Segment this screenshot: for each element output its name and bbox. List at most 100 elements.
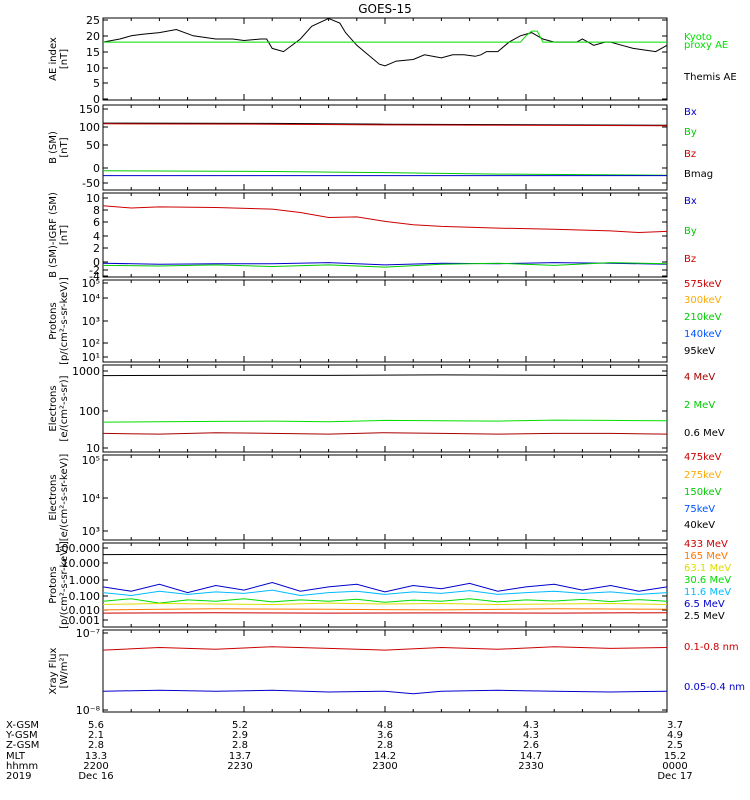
axis-table-cell: 4.3 [523, 720, 539, 731]
axis-table-cell: 2300 [372, 761, 397, 772]
axis-table-cell: 13.7 [229, 751, 251, 762]
y-tick-label: 0.100 [69, 590, 101, 603]
series-line [102, 17, 668, 67]
panel-frame [102, 279, 668, 363]
y-tick-label: 10.000 [62, 557, 101, 570]
y-axis-label: [e/(cm²-s-sr)] [59, 375, 70, 441]
panel-frame [102, 629, 668, 713]
y-tick-label: 10² [82, 337, 100, 350]
legend-entry: 210keV [684, 312, 722, 323]
legend-entry: 0.6 MeV [684, 428, 725, 439]
legend-entry: By [684, 127, 697, 138]
legend-entry: 0.1-0.8 nm [684, 642, 739, 653]
axis-table-cell: 2.8 [377, 740, 393, 751]
legend-entry: 150keV [684, 487, 722, 498]
y-tick-label: 2 [93, 242, 100, 255]
legend-entry: 4 MeV [684, 372, 715, 383]
axis-table-cell: 2.8 [232, 740, 248, 751]
legend-entry: 95keV [684, 346, 715, 357]
series-line [102, 581, 668, 594]
series-line [102, 419, 668, 423]
axis-table-cell: 0000 [662, 761, 687, 772]
series-line [102, 123, 668, 127]
y-tick-label: 10³ [82, 315, 100, 328]
axis-table-cell: 4.9 [667, 730, 683, 741]
legend-entry: 2.5 MeV [684, 611, 725, 622]
y-tick-label: 10 [86, 62, 100, 75]
y-axis-label: AE index [48, 37, 59, 81]
legend-entry: 6.5 MeV [684, 599, 725, 610]
axis-row-label: MLT [6, 751, 26, 762]
axis-row-label: X-GSM [6, 720, 39, 731]
y-tick-label: 10³ [82, 525, 100, 538]
panel-5: Electrons [e/(cm²-s-sr)]1000 100 10 4 MeV 2 M… [48, 364, 725, 455]
legend-entry: By [684, 226, 697, 237]
y-tick-label: 15 [86, 46, 100, 59]
panel-frame [102, 454, 668, 541]
axis-table-cell: 2.6 [523, 740, 539, 751]
series-line [103, 30, 667, 43]
legend-entry: 275keV [684, 470, 722, 481]
series-line [102, 170, 668, 176]
legend-entry: 63.1 MeV [684, 563, 731, 574]
series-line [102, 589, 668, 597]
panel-8: Xray Flux [W/m²] 10⁻⁷ 10⁻⁸ 0.1-0.8 nm 0.05-0.… [48, 627, 745, 717]
axis-table-cell: 2330 [518, 761, 543, 772]
series-line [102, 374, 668, 377]
y-axis-label: [nT] [59, 225, 70, 245]
axis-table-cell: 2.5 [667, 740, 683, 751]
y-tick-label: 0 [93, 162, 100, 175]
y-axis-label: B (SM)-IGRF (SM) [48, 192, 59, 278]
legend-entry: 165 MeV [684, 551, 728, 562]
legend-entry: Bz [684, 149, 696, 160]
legend-entry: Bmag [684, 169, 713, 180]
y-tick-label: -4 [89, 270, 100, 283]
y-tick-label: 10⁴ [82, 292, 101, 305]
panel-frame [102, 364, 668, 453]
y-tick-label: 10⁻⁸ [76, 704, 101, 717]
y-tick-label: 10⁵ [82, 454, 100, 467]
y-tick-label: 100 [79, 121, 100, 134]
axis-table-cell: 14.7 [520, 751, 542, 762]
axis-table-cell: 2.8 [88, 740, 104, 751]
y-axis-label: [nT] [59, 49, 70, 69]
y-tick-label: 25 [86, 14, 100, 27]
y-tick-label: 150 [79, 103, 100, 116]
y-axis-label: [W/m²] [59, 653, 70, 688]
legend-entry: Bz [684, 254, 696, 265]
series-line [102, 689, 668, 695]
panel-4: Protons [p/(cm²-s-sr-keV)] 10⁵ 10⁴ 10³ 10²10¹… [48, 277, 722, 365]
legend-entry: 75keV [684, 504, 715, 515]
axis-table-cell: 3.7 [667, 720, 683, 731]
panel-frame [102, 17, 668, 101]
legend-entry: 0.05-0.4 nm [684, 682, 745, 693]
axis-table-cell: 14.2 [374, 751, 396, 762]
series-line [102, 608, 668, 611]
legend-entry: Kyoto [684, 32, 712, 43]
y-axis-label: Xray Flux [48, 647, 59, 694]
legend-entry: 11.6 MeV [684, 587, 731, 598]
y-tick-label: 10⁻⁷ [76, 627, 100, 640]
y-tick-label: -50 [82, 177, 100, 190]
y-axis-label: [p/(cm²-s-sr-keV)] [59, 277, 70, 365]
legend-entry: 300keV [684, 295, 722, 306]
legend-entry: proxy AE [684, 40, 728, 51]
y-tick-label: 0.010 [69, 604, 101, 617]
legend-entry: 30.6 MeV [684, 575, 731, 586]
y-tick-label: 10⁵ [82, 277, 100, 290]
y-tick-label: -2 [89, 264, 100, 277]
y-tick-label: 100 [79, 405, 100, 418]
y-tick-label: 100.000 [55, 542, 101, 555]
series-line [102, 205, 668, 234]
axis-table-cell: 2230 [227, 761, 252, 772]
y-tick-label: 0 [93, 93, 100, 106]
y-tick-label: 10 [86, 192, 100, 205]
series-line [102, 432, 668, 435]
axis-table-cell: 3.6 [377, 730, 393, 741]
y-axis-label: [e/(cm²-s-sr-keV)] [59, 454, 70, 542]
series-line [102, 598, 668, 604]
y-tick-label: 50 [86, 139, 100, 152]
legend-entry: 140keV [684, 329, 722, 340]
